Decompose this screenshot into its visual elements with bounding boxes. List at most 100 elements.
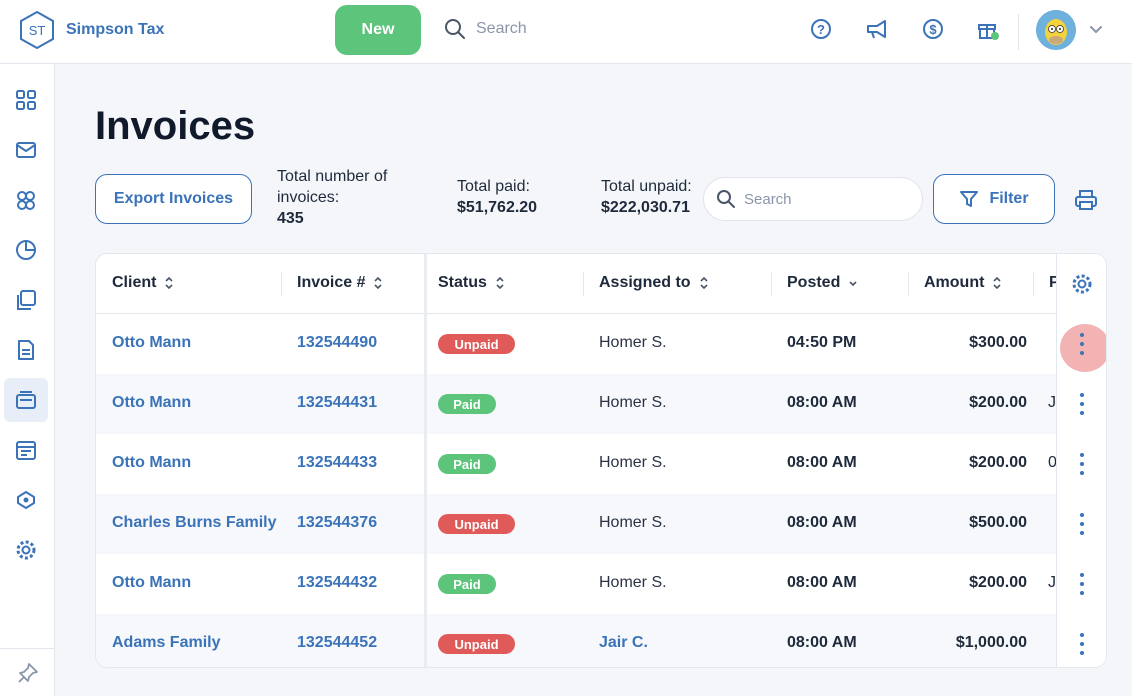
table-row[interactable]: Otto Mann 132544431 Paid Homer S. 08:00 AM $2… — [96, 374, 1106, 434]
partial-column-value: J — [1048, 394, 1056, 411]
global-search[interactable]: Search — [444, 18, 527, 40]
search-icon — [445, 19, 465, 39]
sidebar-item-reports[interactable] — [4, 228, 48, 272]
avatar[interactable] — [1036, 10, 1076, 50]
sidebar-item-documents[interactable] — [4, 278, 48, 322]
sidebar-item-invoices[interactable] — [4, 378, 48, 422]
assigned-to: Homer S. — [599, 514, 667, 531]
amount: $200.00 — [969, 394, 1027, 411]
invoices-table: Client Invoice # Status Assigned to Post… — [95, 253, 1107, 668]
filter-button[interactable]: Filter — [933, 174, 1055, 224]
client-link[interactable]: Otto Mann — [112, 454, 192, 471]
stat-total-count-value: 435 — [277, 210, 304, 227]
sidebar-item-dashboard[interactable] — [4, 78, 48, 122]
forms-icon — [18, 340, 34, 360]
active-row-highlight — [1060, 324, 1106, 372]
column-settings-button[interactable] — [1071, 273, 1093, 300]
client-link[interactable]: Otto Mann — [112, 574, 192, 591]
billing-icon[interactable]: $ — [920, 16, 946, 42]
column-header-status[interactable]: Status — [438, 274, 505, 292]
row-actions-button[interactable] — [1073, 393, 1091, 415]
assigned-to: Homer S. — [599, 454, 667, 471]
dashboard-icon — [16, 90, 36, 110]
reports-icon — [16, 240, 36, 260]
help-icon[interactable]: ? — [808, 16, 834, 42]
invoice-search-input[interactable]: Search — [703, 177, 923, 221]
partial-column-value: J — [1048, 574, 1056, 591]
invoice-number-link[interactable]: 132544431 — [297, 394, 378, 411]
status-badge: Unpaid — [438, 514, 515, 534]
row-actions-button[interactable] — [1073, 573, 1091, 595]
client-link[interactable]: Otto Mann — [112, 394, 192, 411]
row-actions-button[interactable] — [1073, 633, 1091, 655]
sidebar-item-settings[interactable] — [4, 528, 48, 572]
client-link[interactable]: Otto Mann — [112, 334, 192, 351]
gear-icon — [1072, 274, 1092, 294]
table-header: Client Invoice # Status Assigned to Post… — [96, 254, 1106, 314]
clients-icon — [17, 191, 35, 210]
posted-time: 08:00 AM — [787, 394, 857, 411]
invoice-number-link[interactable]: 132544376 — [297, 514, 378, 531]
row-actions-button[interactable] — [1073, 333, 1091, 355]
tags-icon — [17, 491, 35, 509]
brand-logo-icon: ST — [20, 10, 54, 50]
page-title: Invoices — [95, 104, 256, 148]
sidebar-pin[interactable] — [0, 648, 55, 696]
posted-time: 04:50 PM — [787, 334, 857, 351]
table-row[interactable]: Otto Mann 132544490 Unpaid Homer S. 04:50 PM… — [96, 314, 1106, 374]
invoices-icon — [16, 391, 36, 409]
assigned-to[interactable]: Jair C. — [599, 634, 648, 651]
invoice-number-link[interactable]: 132544433 — [297, 454, 378, 471]
chevron-down-icon[interactable] — [1088, 22, 1104, 38]
status-badge: Paid — [438, 574, 496, 594]
amount: $1,000.00 — [955, 634, 1027, 651]
invoice-number-link[interactable]: 132544432 — [297, 574, 378, 591]
pin-icon — [17, 662, 38, 683]
sort-icon — [165, 276, 174, 290]
sidebar — [0, 64, 55, 696]
table-row[interactable]: Otto Mann 132544432 Paid Homer S. 08:00 AM $2… — [96, 554, 1106, 614]
column-header-partial[interactable]: P — [1049, 274, 1060, 291]
sidebar-item-clients[interactable] — [4, 178, 48, 222]
status-badge: Unpaid — [438, 334, 515, 354]
print-button[interactable] — [1074, 188, 1098, 217]
table-row[interactable]: Adams Family 132544452 Unpaid Jair C. 08:00 … — [96, 614, 1106, 667]
column-header-assigned[interactable]: Assigned to — [599, 274, 709, 292]
stat-total-unpaid: Total unpaid: $222,030.71 — [601, 176, 692, 218]
filter-icon — [960, 191, 979, 207]
posted-time: 08:00 AM — [787, 514, 857, 531]
invoice-number-link[interactable]: 132544490 — [297, 334, 378, 351]
column-header-client[interactable]: Client — [112, 274, 174, 292]
sidebar-item-forms[interactable] — [4, 328, 48, 372]
posted-time: 08:00 AM — [787, 574, 857, 591]
sort-icon — [496, 276, 504, 290]
column-header-amount[interactable]: Amount — [924, 274, 1002, 292]
svg-text:?: ? — [817, 22, 825, 37]
table-row[interactable]: Otto Mann 132544433 Paid Homer S. 08:00 AM $2… — [96, 434, 1106, 494]
row-actions-button[interactable] — [1073, 453, 1091, 475]
amount: $200.00 — [969, 574, 1027, 591]
export-invoices-button[interactable]: Export Invoices — [95, 174, 252, 224]
svg-text:ST: ST — [29, 23, 46, 38]
row-actions-button[interactable] — [1073, 513, 1091, 535]
sidebar-item-mail[interactable] — [4, 128, 48, 172]
assigned-to: Homer S. — [599, 394, 667, 411]
brand[interactable]: ST Simpson Tax — [18, 10, 164, 50]
invoice-number-link[interactable]: 132544452 — [297, 634, 378, 651]
assigned-to: Homer S. — [599, 574, 667, 591]
search-icon — [717, 190, 735, 208]
column-header-invoice[interactable]: Invoice # — [297, 274, 383, 292]
sidebar-item-calendar[interactable] — [4, 428, 48, 472]
stat-total-unpaid-label: Total unpaid: — [601, 178, 692, 195]
column-header-posted[interactable]: Posted — [787, 274, 858, 292]
client-link[interactable]: Charles Burns Family — [112, 514, 277, 531]
table-row[interactable]: Charles Burns Family 132544376 Unpaid Homer… — [96, 494, 1106, 554]
global-search-placeholder: Search — [476, 20, 527, 37]
amount: $500.00 — [969, 514, 1027, 531]
gift-icon[interactable] — [976, 16, 1002, 42]
sidebar-item-tags[interactable] — [4, 478, 48, 522]
status-badge: Paid — [438, 394, 496, 414]
new-button[interactable]: New — [335, 5, 421, 55]
megaphone-icon[interactable] — [864, 16, 890, 42]
client-link[interactable]: Adams Family — [112, 634, 221, 651]
